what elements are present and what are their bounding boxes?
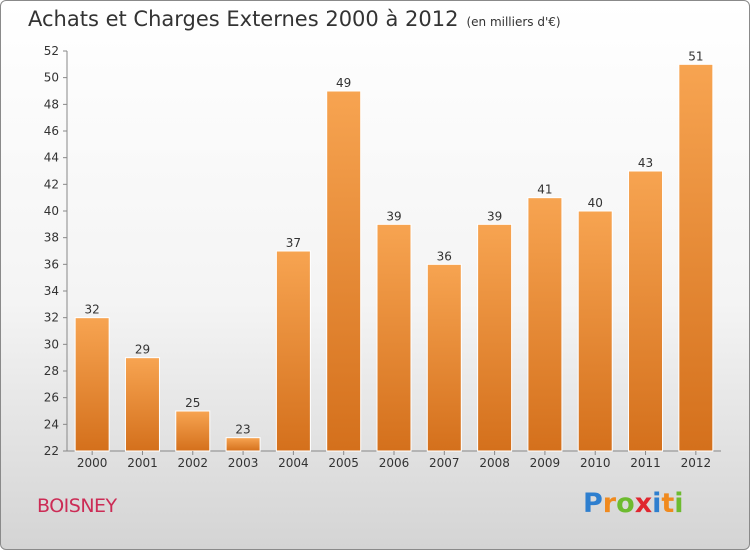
y-tick-label: 34: [44, 284, 59, 298]
bar: [377, 224, 411, 451]
y-tick-label: 22: [44, 444, 59, 458]
x-tick-label: 2009: [530, 456, 561, 470]
x-tick-label: 2006: [379, 456, 410, 470]
y-tick-label: 38: [44, 231, 59, 245]
y-tick-label: 24: [44, 417, 59, 431]
bar: [528, 198, 562, 451]
y-tick-label: 42: [44, 177, 59, 191]
bar: [276, 251, 310, 451]
y-tick-label: 50: [44, 71, 59, 85]
bar-value-label: 23: [235, 423, 250, 437]
bar: [327, 91, 361, 451]
bar-value-label: 51: [688, 49, 703, 63]
bar: [478, 224, 512, 451]
x-tick-label: 2004: [278, 456, 309, 470]
y-tick-label: 46: [44, 124, 59, 138]
logo-letter: x: [635, 488, 652, 519]
x-tick-label: 2010: [580, 456, 611, 470]
y-tick-label: 28: [44, 364, 59, 378]
x-tick-label: 2002: [177, 456, 208, 470]
bar-value-label: 36: [437, 249, 452, 263]
x-tick-label: 2007: [429, 456, 460, 470]
x-tick-label: 2011: [630, 456, 661, 470]
bar: [629, 171, 663, 451]
bar: [679, 64, 713, 451]
commune-name: BOISNEY: [37, 495, 117, 517]
bar-value-label: 39: [386, 209, 401, 223]
bar: [176, 411, 210, 451]
bar-chart: 22 24 26 28 30 32 34 36 38 40 42 44 46 48 50 52 32 2000 29…: [1, 1, 749, 549]
bar: [578, 211, 612, 451]
bar-value-label: 29: [135, 343, 150, 357]
bar: [427, 264, 461, 451]
y-tick-label: 48: [44, 97, 59, 111]
x-tick-label: 2012: [681, 456, 712, 470]
y-tick-label: 30: [44, 337, 59, 351]
bar-value-label: 40: [588, 196, 603, 210]
logo-letter: i: [674, 488, 683, 519]
bar-value-label: 37: [286, 236, 301, 250]
bar-value-label: 41: [537, 183, 552, 197]
bar-value-label: 25: [185, 396, 200, 410]
y-tick-label: 26: [44, 391, 59, 405]
bar: [125, 358, 159, 451]
chart-frame: Achats et Charges Externes 2000 à 2012 (e…: [0, 0, 750, 550]
logo-letter: r: [603, 488, 616, 519]
bar-value-label: 49: [336, 76, 351, 90]
y-tick-label: 32: [44, 311, 59, 325]
bar-value-label: 43: [638, 156, 653, 170]
bar-value-label: 39: [487, 209, 502, 223]
y-tick-label: 44: [44, 151, 59, 165]
x-tick-label: 2008: [479, 456, 510, 470]
proxiti-logo: Proxiti: [583, 488, 684, 519]
bar: [75, 318, 109, 451]
y-tick-label: 36: [44, 257, 59, 271]
y-tick-label: 40: [44, 204, 59, 218]
x-tick-label: 2003: [228, 456, 259, 470]
bar-value-label: 32: [85, 303, 100, 317]
x-tick-label: 2001: [127, 456, 158, 470]
logo-letter: P: [583, 488, 603, 519]
logo-letter: i: [652, 488, 661, 519]
y-tick-label: 52: [44, 44, 59, 58]
logo-letter: t: [661, 488, 674, 519]
bar: [226, 438, 260, 451]
x-tick-label: 2000: [77, 456, 108, 470]
x-tick-label: 2005: [328, 456, 359, 470]
logo-letter: o: [616, 488, 635, 519]
